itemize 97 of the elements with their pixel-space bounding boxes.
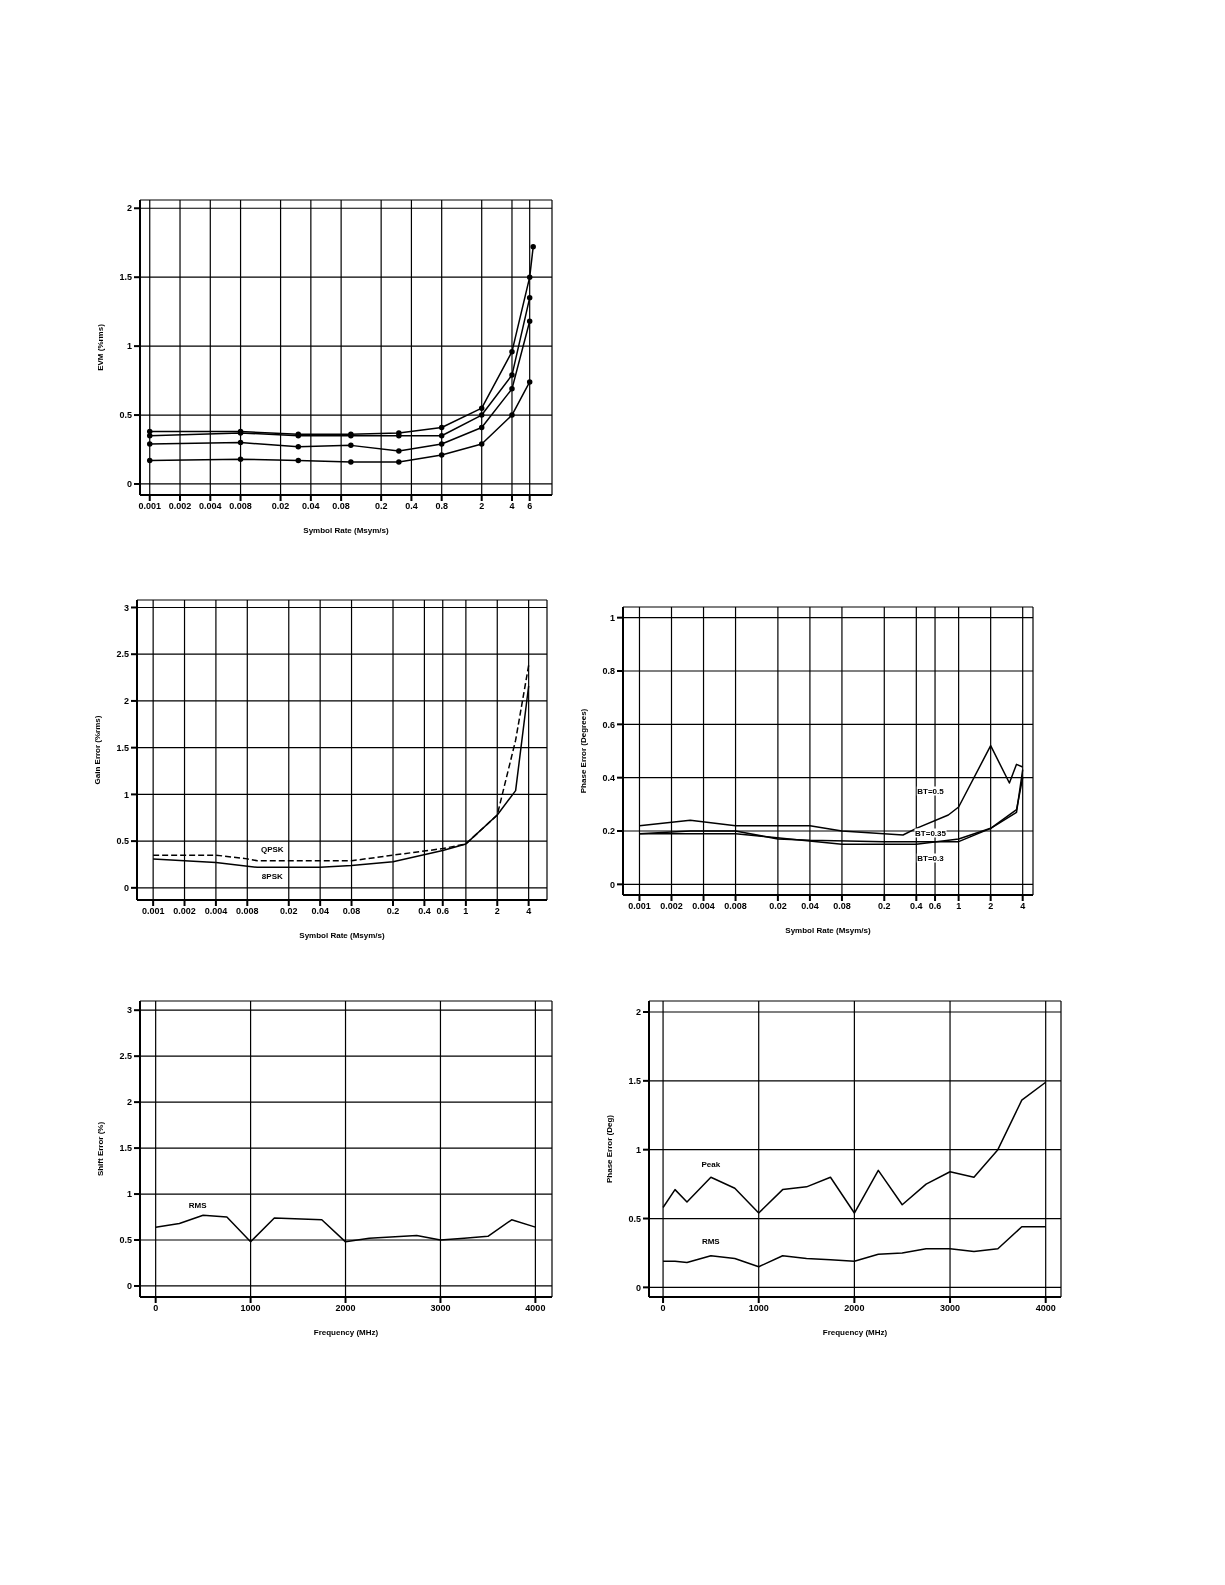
annotation: BT=0.35 [914, 828, 947, 838]
x-tick-label: 0 [660, 1303, 666, 1314]
x-tick-label: 0.04 [801, 901, 819, 912]
x-tick-label: 0.08 [342, 906, 361, 917]
y-tick-label: 2 [126, 203, 132, 214]
x-tick-label: 0.04 [311, 906, 329, 917]
annotation: BT=0.5 [916, 786, 945, 796]
annotation: BT=0.3 [916, 853, 945, 863]
x-tick-label: 0.002 [173, 906, 196, 917]
y-axis-title: Phase Error (Deg) [604, 1114, 614, 1184]
x-tick-label: 0.6 [928, 901, 942, 912]
x-tick-label: 2 [479, 501, 485, 512]
x-tick-label: 0.6 [436, 906, 450, 917]
annotation: 8PSK [260, 871, 284, 881]
y-tick-label: 0 [123, 883, 129, 894]
y-tick-label: 0.5 [119, 410, 132, 421]
x-tick-label: 2000 [335, 1303, 356, 1314]
y-tick-label: 0.5 [119, 1235, 132, 1246]
x-axis-title: Frequency (MHz) [313, 1328, 379, 1337]
y-tick-label: 1.5 [116, 742, 129, 753]
y-tick-label: 1.5 [119, 272, 132, 283]
annotation: QPSK [259, 844, 285, 854]
y-axis-title: EVM (%rms) [95, 323, 105, 371]
x-tick-label: 4 [526, 906, 532, 917]
y-tick-label: 0 [635, 1282, 641, 1293]
x-tick-label: 0.001 [138, 501, 162, 512]
x-tick-label: 0.4 [910, 901, 923, 912]
x-tick-label: 0.4 [418, 906, 431, 917]
x-tick-label: 0.002 [660, 901, 683, 912]
x-tick-label: 0 [153, 1303, 159, 1314]
x-tick-label: 4000 [525, 1303, 546, 1314]
annotation: RMS [700, 1236, 721, 1246]
y-tick-label: 0.8 [602, 666, 615, 677]
y-tick-label: 2.5 [119, 1051, 132, 1062]
x-tick-label: 0.08 [332, 501, 350, 512]
y-tick-label: 0.5 [116, 836, 129, 847]
x-tick-label: 0.008 [724, 901, 747, 912]
x-tick-label: 1000 [748, 1303, 769, 1314]
x-tick-label: 0.4 [405, 501, 418, 512]
x-tick-label: 0.08 [833, 901, 851, 912]
x-tick-label: 0.2 [374, 501, 388, 512]
x-tick-label: 2 [494, 906, 500, 917]
y-tick-label: 2 [635, 1007, 641, 1018]
y-tick-label: 1 [635, 1144, 641, 1155]
y-tick-label: 3 [126, 1005, 132, 1016]
y-tick-label: 2 [126, 1097, 132, 1108]
x-tick-label: 0.002 [168, 501, 192, 512]
x-tick-label: 0.04 [302, 501, 320, 512]
x-tick-label: 1 [956, 901, 962, 912]
x-tick-label: 4 [1020, 901, 1026, 912]
x-tick-label: 0.02 [769, 901, 787, 912]
x-tick-label: 0.001 [141, 906, 165, 917]
y-axis-title: Gain Error (%rms) [92, 715, 102, 785]
y-tick-label: 0 [126, 1281, 132, 1292]
x-tick-label: 6 [527, 501, 533, 512]
annotation: Peak [700, 1159, 722, 1169]
x-tick-label: 3000 [430, 1303, 451, 1314]
x-tick-label: 4000 [1035, 1303, 1056, 1314]
y-tick-label: 0.5 [628, 1213, 641, 1224]
x-tick-label: 2 [988, 901, 994, 912]
annotation: RMS [187, 1200, 208, 1210]
x-tick-label: 1 [463, 906, 469, 917]
y-tick-label: 0.6 [602, 719, 615, 730]
y-tick-label: 0 [609, 879, 615, 890]
y-tick-label: 3 [123, 602, 129, 613]
y-axis-title: Shift Error (%) [95, 1121, 105, 1177]
x-tick-label: 0.008 [236, 906, 259, 917]
x-tick-label: 0.001 [628, 901, 651, 912]
x-tick-label: 0.8 [435, 501, 448, 512]
x-axis-title: Frequency (MHz) [822, 1328, 888, 1337]
x-tick-label: 0.2 [878, 901, 891, 912]
y-tick-label: 2.5 [116, 649, 129, 660]
x-axis-title: Symbol Rate (Msym/s) [299, 931, 386, 940]
x-tick-label: 3000 [940, 1303, 961, 1314]
y-tick-label: 0.2 [602, 826, 615, 837]
y-axis-title: Phase Error (Degrees) [578, 708, 588, 794]
x-tick-label: 4 [509, 501, 515, 512]
y-tick-label: 1.5 [628, 1076, 641, 1087]
y-tick-label: 2 [123, 696, 129, 707]
y-tick-label: 1 [123, 789, 129, 800]
x-tick-label: 0.004 [692, 901, 715, 912]
y-tick-label: 0 [126, 479, 132, 490]
x-axis-title: Symbol Rate (Msym/s) [303, 526, 390, 535]
y-tick-label: 1 [609, 612, 615, 623]
y-tick-label: 1 [126, 1189, 132, 1200]
x-tick-label: 0.004 [199, 501, 222, 512]
x-tick-label: 0.008 [229, 501, 252, 512]
y-tick-label: 1.5 [119, 1143, 132, 1154]
x-tick-label: 2000 [844, 1303, 865, 1314]
y-tick-label: 0.4 [602, 772, 615, 783]
x-axis-title: Symbol Rate (Msym/s) [785, 926, 872, 935]
x-tick-label: 0.2 [386, 906, 400, 917]
y-tick-label: 1 [126, 341, 132, 352]
x-tick-label: 0.004 [204, 906, 228, 917]
x-tick-label: 0.02 [271, 501, 290, 512]
x-tick-label: 1000 [240, 1303, 261, 1314]
x-tick-label: 0.02 [280, 906, 298, 917]
